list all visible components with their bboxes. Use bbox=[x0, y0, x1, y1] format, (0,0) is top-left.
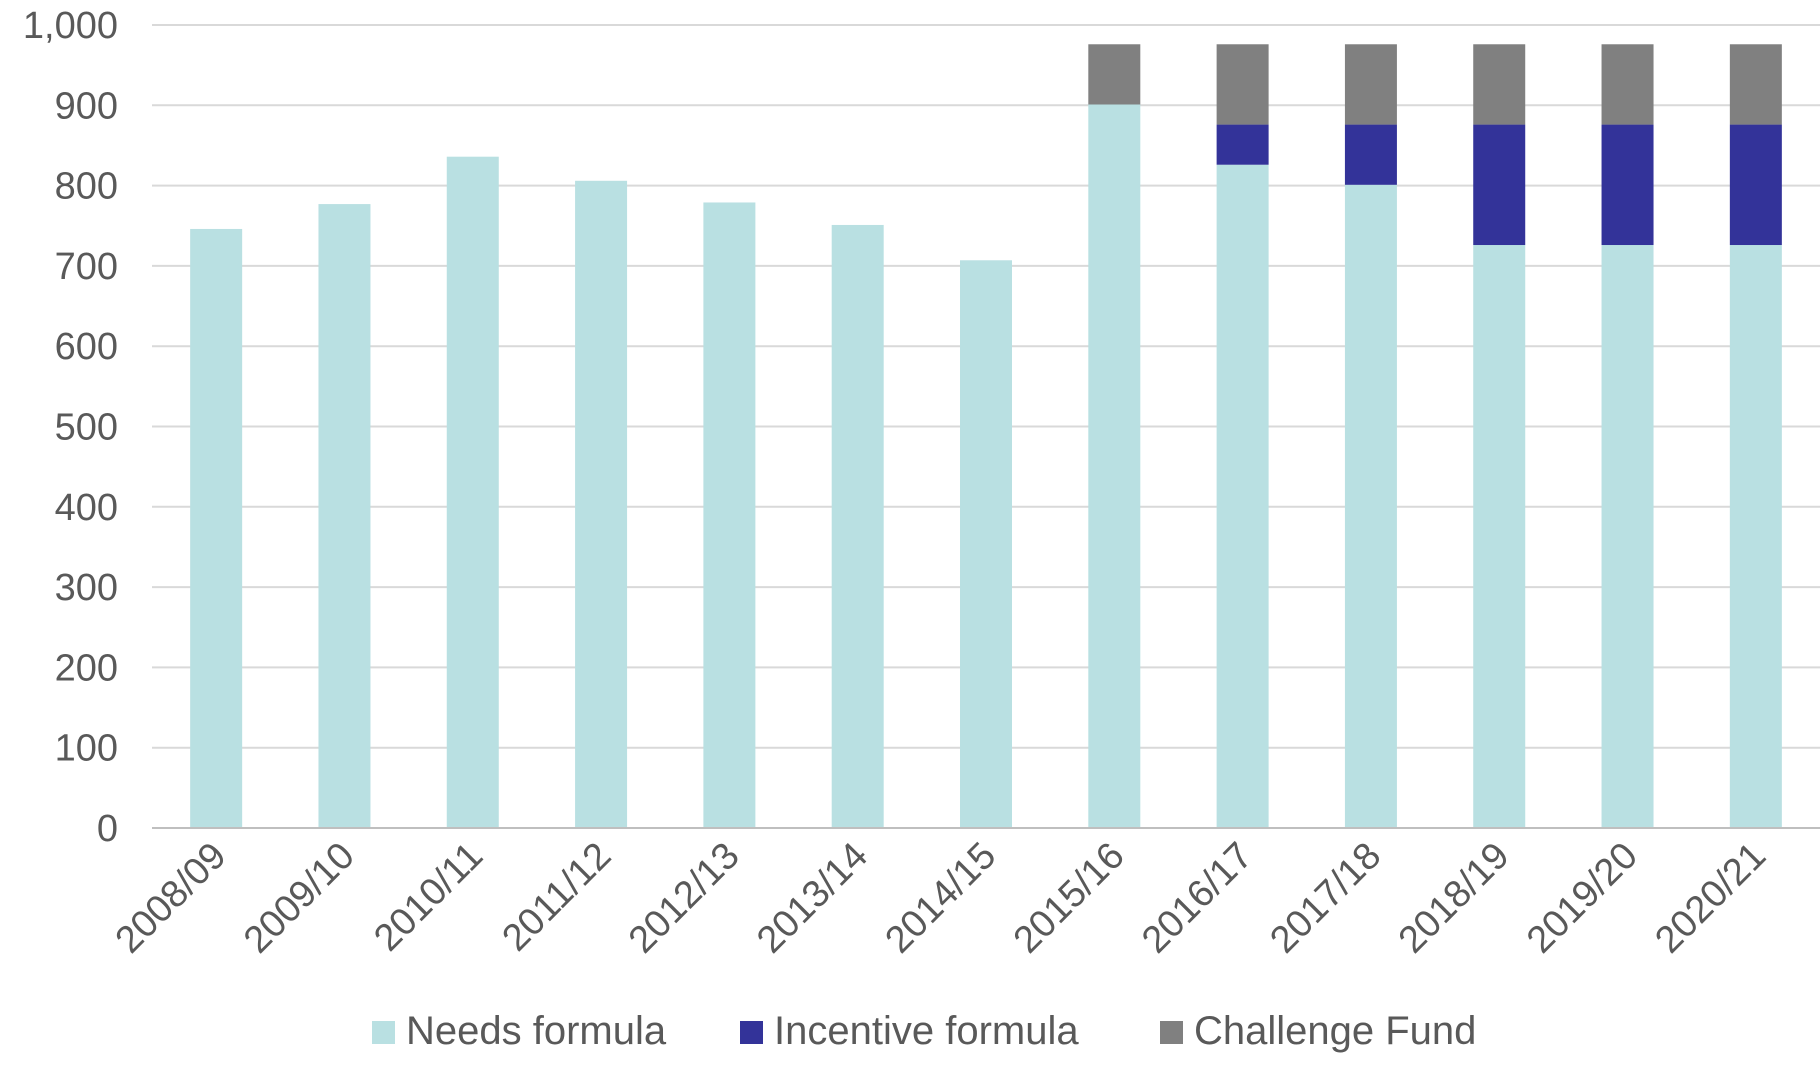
bar-segment-needs-formula bbox=[1216, 164, 1269, 829]
y-tick-label: 0 bbox=[97, 808, 118, 850]
bar-segment-needs-formula bbox=[960, 260, 1012, 828]
x-tick-label: 2020/21 bbox=[1647, 835, 1774, 962]
y-tick-label: 900 bbox=[55, 85, 118, 127]
legend-label: Incentive formula bbox=[774, 1009, 1079, 1053]
bar-segment-incentive-formula bbox=[1601, 124, 1654, 246]
x-tick-label: 2010/11 bbox=[366, 835, 491, 960]
legend-swatch bbox=[740, 1021, 763, 1044]
y-tick-label: 200 bbox=[55, 647, 118, 689]
bars bbox=[190, 44, 1782, 829]
bar-segment-needs-formula bbox=[1473, 245, 1526, 829]
bar-segment-incentive-formula bbox=[1344, 124, 1397, 185]
bar-segment-needs-formula bbox=[1601, 245, 1654, 829]
bar-segment-needs-formula bbox=[703, 202, 756, 828]
bar-segment-challenge-fund bbox=[1729, 44, 1782, 125]
bar-segment-incentive-formula bbox=[1473, 124, 1526, 246]
x-tick-label: 2011/12 bbox=[495, 835, 620, 960]
x-tick-label: 2013/14 bbox=[749, 835, 876, 962]
bar-segment-needs-formula bbox=[1088, 104, 1141, 828]
bar-segment-challenge-fund bbox=[1601, 44, 1654, 125]
x-tick-label: 2009/10 bbox=[236, 835, 363, 962]
axes: 0 100 200 300 400 500 600 700 800 900 1,000 2008/09… bbox=[23, 5, 1820, 962]
bar-segment-needs-formula bbox=[318, 204, 371, 829]
legend-swatch bbox=[372, 1021, 395, 1044]
bar-segment-incentive-formula bbox=[1729, 124, 1782, 246]
bar-segment-challenge-fund bbox=[1344, 44, 1397, 125]
bar-segment-needs-formula bbox=[1729, 245, 1782, 829]
y-tick-label: 600 bbox=[55, 326, 118, 368]
x-tick-label: 2014/15 bbox=[878, 835, 1005, 962]
legend: Needs formula Incentive formula Challenge … bbox=[372, 1009, 1476, 1053]
bar-segment-needs-formula bbox=[575, 180, 628, 829]
y-tick-label: 1,000 bbox=[23, 5, 118, 47]
x-tick-label: 2015/16 bbox=[1006, 835, 1133, 962]
bar-segment-needs-formula bbox=[1344, 184, 1397, 828]
x-tick-label: 2019/20 bbox=[1519, 835, 1646, 962]
x-tick-label: 2008/09 bbox=[108, 835, 235, 962]
legend-label: Challenge Fund bbox=[1194, 1009, 1476, 1053]
x-tick-label: 2016/17 bbox=[1134, 835, 1261, 962]
y-tick-label: 700 bbox=[55, 246, 118, 288]
bar-segment-needs-formula bbox=[446, 156, 499, 828]
bar-segment-incentive-formula bbox=[1216, 124, 1269, 165]
y-tick-label: 400 bbox=[55, 487, 118, 529]
bar-segment-needs-formula bbox=[190, 228, 243, 828]
y-tick-label: 800 bbox=[55, 166, 118, 208]
bar-segment-challenge-fund bbox=[1088, 44, 1141, 105]
bar-segment-challenge-fund bbox=[1216, 44, 1269, 125]
legend-swatch bbox=[1160, 1021, 1183, 1044]
bar-segment-challenge-fund bbox=[1473, 44, 1526, 125]
y-tick-label: 300 bbox=[55, 567, 118, 609]
bar-segment-needs-formula bbox=[831, 224, 884, 828]
y-tick-label: 500 bbox=[55, 407, 118, 449]
x-tick-label: 2012/13 bbox=[621, 835, 748, 962]
legend-label: Needs formula bbox=[406, 1009, 667, 1053]
x-tick-label: 2018/19 bbox=[1391, 835, 1518, 962]
y-tick-label: 100 bbox=[55, 728, 118, 770]
x-tick-label: 2017/18 bbox=[1262, 835, 1389, 962]
